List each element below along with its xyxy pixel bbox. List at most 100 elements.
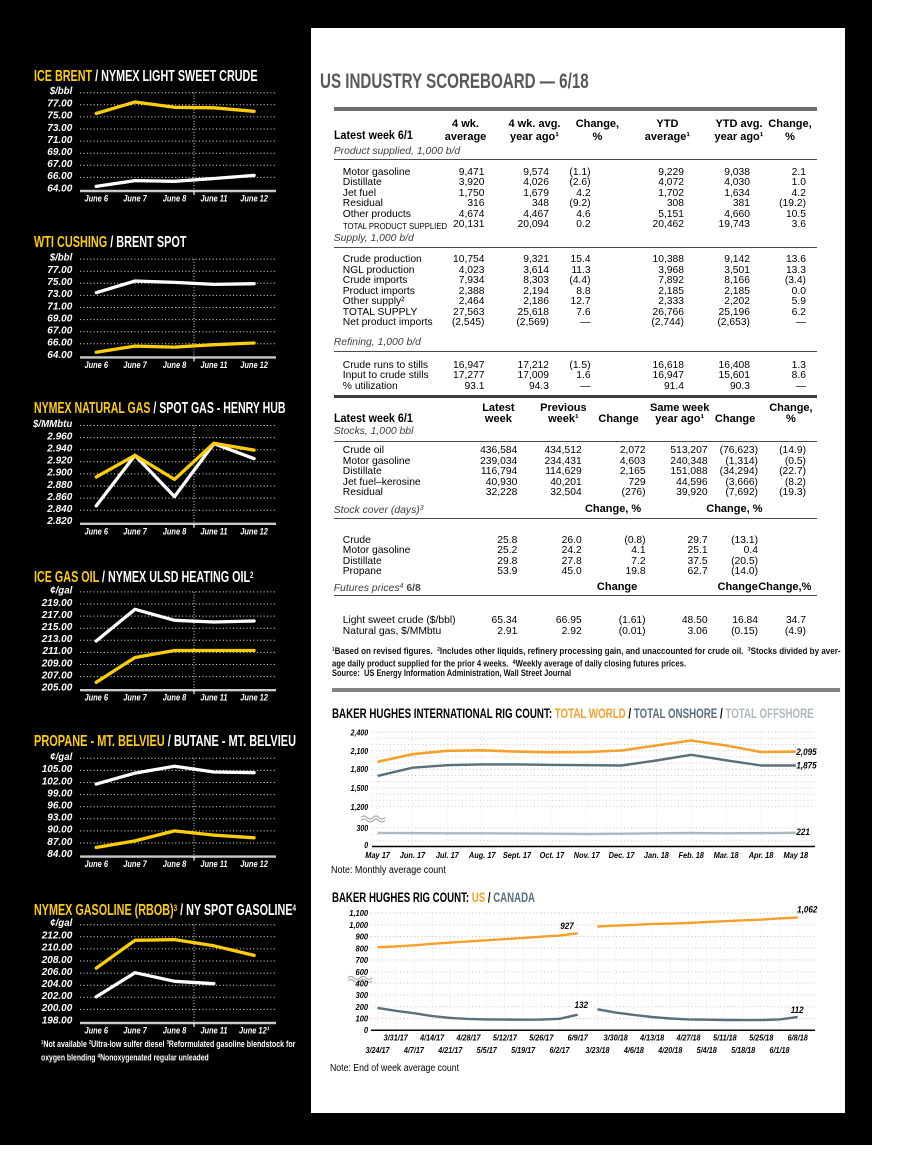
svg-text:June 6: June 6 (84, 359, 108, 370)
svg-text:100: 100 (356, 1014, 369, 1023)
svg-text:June 7: June 7 (123, 1025, 147, 1036)
svg-text:93.00: 93.00 (47, 813, 72, 824)
svg-text:73.00: 73.00 (47, 123, 72, 134)
svg-text:1,500: 1,500 (351, 784, 369, 794)
svg-text:207.00: 207.00 (41, 670, 73, 681)
svg-text:5/26/17: 5/26/17 (529, 1033, 554, 1043)
svg-text:64.00: 64.00 (47, 183, 72, 194)
svg-text:June 12: June 12 (240, 692, 268, 703)
svg-text:217.00: 217.00 (41, 610, 73, 621)
svg-text:June 6: June 6 (84, 525, 108, 536)
svg-text:5/19/17: 5/19/17 (511, 1046, 536, 1056)
svg-text:2,100: 2,100 (350, 746, 369, 756)
svg-text:3/23/18: 3/23/18 (585, 1046, 610, 1056)
svg-text:Dec. 17: Dec. 17 (609, 851, 635, 860)
svg-text:Aug. 17: Aug. 17 (468, 851, 496, 860)
svg-text:4/6/18: 4/6/18 (623, 1046, 645, 1056)
svg-text:4/7/17: 4/7/17 (403, 1046, 425, 1056)
svg-text:June 8: June 8 (163, 193, 187, 204)
svg-text:June 8: June 8 (163, 359, 187, 370)
svg-text:112: 112 (791, 1004, 804, 1015)
svg-text:1,062: 1,062 (797, 904, 817, 915)
svg-text:69.00: 69.00 (47, 313, 72, 324)
svg-text:June 8: June 8 (163, 858, 187, 869)
svg-text:99.00: 99.00 (47, 788, 72, 799)
svg-text:Jul. 17: Jul. 17 (436, 851, 460, 860)
svg-text:6/8/18: 6/8/18 (788, 1033, 809, 1043)
svg-text:June 7: June 7 (123, 359, 147, 370)
svg-text:2.960: 2.960 (46, 431, 72, 442)
svg-text:213.00: 213.00 (41, 634, 73, 645)
svg-text:$/MMbtu: $/MMbtu (32, 419, 72, 430)
svg-text:¢/gal: ¢/gal (50, 918, 72, 929)
svg-text:221: 221 (795, 826, 810, 837)
svg-text:73.00: 73.00 (47, 289, 72, 300)
svg-text:71.00: 71.00 (47, 301, 72, 312)
svg-text:5/5/17: 5/5/17 (477, 1046, 498, 1056)
svg-text:Feb. 18: Feb. 18 (678, 851, 704, 860)
svg-text:$/bbl: $/bbl (49, 86, 73, 97)
svg-text:5/11/18: 5/11/18 (713, 1033, 737, 1043)
svg-text:¢/gal: ¢/gal (50, 585, 72, 596)
svg-text:198.00: 198.00 (42, 1015, 73, 1026)
svg-text:900: 900 (356, 932, 369, 941)
svg-text:6/9/17: 6/9/17 (568, 1033, 589, 1043)
svg-text:$/bbl: $/bbl (49, 253, 73, 264)
svg-text:90.00: 90.00 (47, 825, 72, 836)
svg-text:400: 400 (355, 979, 369, 988)
svg-text:June 6: June 6 (84, 858, 108, 869)
svg-text:75.00: 75.00 (47, 111, 72, 122)
svg-text:77.00: 77.00 (47, 265, 72, 276)
svg-text:¢/gal: ¢/gal (50, 752, 72, 763)
svg-text:2.860: 2.860 (46, 492, 72, 503)
svg-text:June 7: June 7 (123, 692, 147, 703)
svg-text:300: 300 (356, 991, 369, 1000)
svg-text:June 11: June 11 (200, 359, 227, 370)
svg-text:5/25/18: 5/25/18 (749, 1033, 774, 1043)
svg-text:2.940: 2.940 (46, 444, 72, 455)
svg-text:204.00: 204.00 (41, 979, 73, 990)
svg-text:4/14/17: 4/14/17 (419, 1033, 445, 1043)
svg-text:June 11: June 11 (200, 193, 227, 204)
svg-text:June 8: June 8 (163, 692, 187, 703)
svg-text:June 11: June 11 (200, 692, 227, 703)
svg-text:2.820: 2.820 (46, 516, 72, 527)
svg-text:June 11: June 11 (200, 1025, 227, 1036)
svg-text:212.00: 212.00 (41, 931, 73, 942)
svg-text:5/18/18: 5/18/18 (731, 1046, 756, 1056)
svg-text:67.00: 67.00 (47, 159, 72, 170)
svg-text:June 6: June 6 (84, 193, 108, 204)
svg-text:June 12: June 12 (240, 359, 268, 370)
svg-text:800: 800 (356, 944, 369, 953)
svg-text:211.00: 211.00 (41, 646, 72, 657)
svg-text:3/30/18: 3/30/18 (604, 1033, 629, 1043)
svg-text:1,100: 1,100 (349, 909, 368, 918)
svg-text:2,400: 2,400 (350, 728, 369, 738)
svg-text:Mar. 18: Mar. 18 (714, 851, 740, 860)
svg-text:2.840: 2.840 (46, 504, 72, 515)
svg-text:4/27/18: 4/27/18 (676, 1033, 702, 1043)
svg-text:1,875: 1,875 (796, 760, 816, 771)
svg-text:66.00: 66.00 (47, 338, 72, 349)
svg-text:5/12/17: 5/12/17 (493, 1033, 518, 1043)
svg-text:3/31/17: 3/31/17 (384, 1033, 409, 1043)
svg-text:87.00: 87.00 (47, 837, 72, 848)
svg-text:4/28/17: 4/28/17 (456, 1033, 482, 1043)
svg-text:June 7: June 7 (123, 525, 147, 536)
svg-text:Jan. 18: Jan. 18 (644, 851, 670, 860)
svg-text:0: 0 (364, 840, 369, 850)
svg-text:200.00: 200.00 (41, 1003, 73, 1014)
svg-text:71.00: 71.00 (47, 135, 72, 146)
svg-text:600: 600 (356, 968, 369, 977)
svg-text:2.900: 2.900 (46, 468, 72, 479)
svg-text:June 11: June 11 (200, 525, 227, 536)
svg-text:4/20/18: 4/20/18 (657, 1046, 683, 1056)
svg-text:300: 300 (356, 824, 368, 834)
svg-text:206.00: 206.00 (41, 967, 73, 978)
svg-text:June 7: June 7 (123, 858, 147, 869)
svg-text:209.00: 209.00 (41, 658, 73, 669)
svg-text:0: 0 (364, 1026, 369, 1035)
svg-text:4/13/18: 4/13/18 (639, 1033, 665, 1043)
svg-text:2.920: 2.920 (46, 456, 72, 467)
svg-text:215.00: 215.00 (41, 622, 73, 633)
